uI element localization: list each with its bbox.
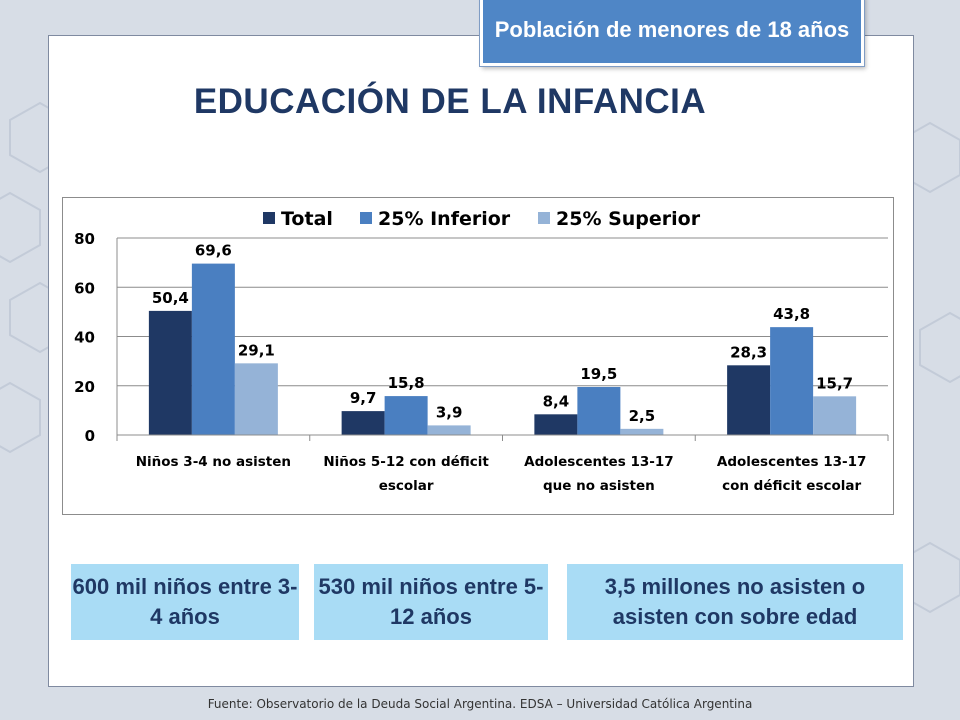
bar-chart: 0 20 40 60 80 50,4 9,7 8,4 28,3 69,6 15,8 19,5 43,8 2… bbox=[62, 197, 894, 515]
bar-25-inferior bbox=[191, 263, 235, 435]
bar-25-superior bbox=[813, 396, 857, 435]
y-tick-label: 0 bbox=[85, 427, 95, 445]
x-category-label: Niños 3-4 no asisten bbox=[136, 454, 291, 470]
data-label: 50,4 bbox=[152, 289, 189, 307]
y-tick-label: 20 bbox=[74, 378, 95, 396]
data-label: 2,5 bbox=[629, 407, 656, 425]
bar-total bbox=[534, 414, 578, 435]
data-label: 28,3 bbox=[730, 343, 767, 361]
x-category-label: con déficit escolar bbox=[722, 478, 861, 494]
legend-label: 25% Inferior bbox=[378, 208, 511, 230]
bar-25-superior bbox=[234, 363, 278, 435]
bar-25-superior bbox=[620, 428, 664, 435]
legend-label: 25% Superior bbox=[556, 208, 701, 230]
bar-25-inferior bbox=[770, 327, 814, 435]
y-tick-label: 80 bbox=[74, 230, 95, 248]
data-label: 3,9 bbox=[436, 403, 463, 421]
data-label: 19,5 bbox=[580, 365, 617, 383]
data-label: 15,8 bbox=[388, 374, 425, 392]
info-box-adolescents-text: 3,5 millones no asisten o asisten con so… bbox=[604, 574, 866, 629]
y-tick-label: 60 bbox=[74, 279, 95, 297]
banner-text: Población de menores de 18 años bbox=[494, 17, 850, 42]
data-label: 9,7 bbox=[350, 389, 377, 407]
data-label: 69,6 bbox=[195, 242, 232, 260]
data-label: 15,7 bbox=[816, 374, 853, 392]
x-category-label: que no asisten bbox=[543, 478, 655, 494]
data-label: 29,1 bbox=[238, 341, 275, 359]
bar-total bbox=[148, 310, 192, 435]
y-tick-label: 40 bbox=[74, 329, 95, 347]
info-box-5-12: 530 mil niños entre 5-12 años bbox=[314, 564, 548, 640]
legend-label: Total bbox=[281, 208, 333, 230]
info-box-3-4: 600 mil niños entre 3-4 años bbox=[71, 564, 299, 640]
x-category-label: Adolescentes 13-17 bbox=[717, 454, 867, 470]
bar-25-superior bbox=[427, 425, 471, 435]
x-category-label: Adolescentes 13-17 bbox=[524, 454, 674, 470]
bar-total bbox=[341, 411, 385, 435]
x-category-label: escolar bbox=[379, 478, 434, 494]
data-label: 43,8 bbox=[773, 305, 810, 323]
bar-chart-svg: 0 20 40 60 80 50,4 9,7 8,4 28,3 69,6 15,8 19,5 43,8 2… bbox=[74, 208, 889, 494]
bar-25-inferior bbox=[577, 386, 621, 435]
legend-swatch bbox=[538, 212, 550, 224]
source-note: Fuente: Observatorio de la Deuda Social … bbox=[207, 697, 753, 711]
x-category-label: Niños 5-12 con déficit bbox=[323, 454, 489, 470]
bar-25-inferior bbox=[384, 396, 428, 435]
legend-swatch bbox=[360, 212, 372, 224]
population-banner: Población de menores de 18 años bbox=[480, 0, 864, 66]
data-label: 8,4 bbox=[543, 392, 570, 410]
info-box-3-4-text: 600 mil niños entre 3-4 años bbox=[72, 574, 298, 629]
legend-swatch bbox=[263, 212, 275, 224]
info-box-adolescents: 3,5 millones no asisten o asisten con so… bbox=[567, 564, 903, 640]
bar-total bbox=[727, 365, 771, 435]
info-box-5-12-text: 530 mil niños entre 5-12 años bbox=[318, 574, 544, 629]
slide-title: EDUCACIÓN DE LA INFANCIA bbox=[193, 82, 707, 121]
